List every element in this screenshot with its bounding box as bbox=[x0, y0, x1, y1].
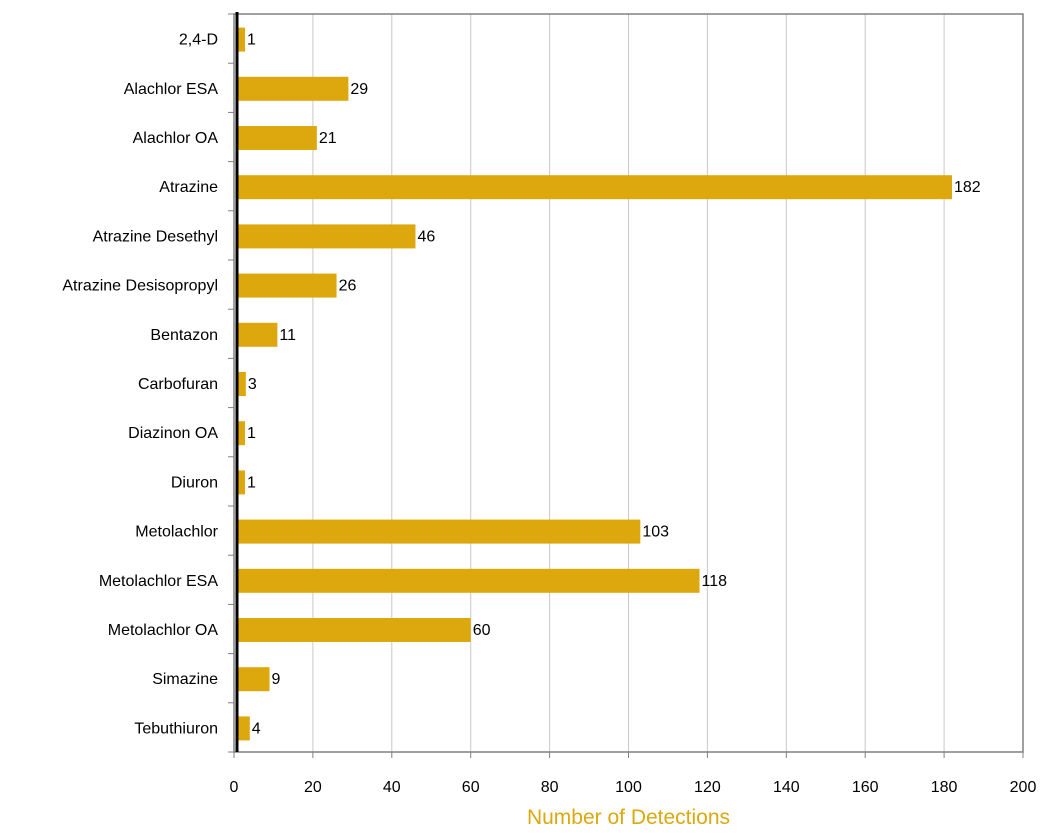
category-label-5: Atrazine Desisopropyl bbox=[62, 278, 218, 295]
data-label-14: 4 bbox=[252, 720, 261, 737]
x-tick-label-0: 0 bbox=[230, 779, 239, 796]
category-label-12: Metolachlor OA bbox=[108, 622, 219, 639]
bars bbox=[237, 27, 952, 741]
bar-3 bbox=[237, 175, 952, 200]
data-label-11: 118 bbox=[702, 573, 728, 590]
data-label-8: 1 bbox=[247, 425, 256, 442]
data-label-0: 1 bbox=[247, 32, 256, 49]
bar-9 bbox=[237, 470, 245, 495]
category-label-4: Atrazine Desethyl bbox=[93, 228, 218, 245]
bar-2 bbox=[237, 126, 317, 150]
category-label-9: Diuron bbox=[171, 474, 218, 491]
data-label-1: 29 bbox=[350, 81, 368, 98]
data-label-7: 3 bbox=[248, 376, 257, 393]
labels: 1 2,4-D 29 Alachlor ESA 21 Alachlor OA 182 Atra… bbox=[62, 32, 1036, 829]
x-axis-title: Number of Detections bbox=[527, 806, 730, 829]
data-label-13: 9 bbox=[272, 671, 281, 688]
x-tick-label-180: 180 bbox=[931, 779, 958, 796]
data-label-12: 60 bbox=[473, 622, 491, 639]
category-label-7: Carbofuran bbox=[138, 376, 218, 393]
category-label-10: Metolachlor bbox=[135, 524, 218, 541]
category-label-11: Metolachlor ESA bbox=[99, 573, 218, 590]
data-label-5: 26 bbox=[339, 278, 357, 295]
bar-4 bbox=[237, 224, 416, 249]
x-tick-label-160: 160 bbox=[852, 779, 879, 796]
data-label-3: 182 bbox=[954, 179, 981, 196]
bar-10 bbox=[237, 519, 641, 544]
bar-6 bbox=[237, 322, 278, 347]
x-tick-label-60: 60 bbox=[462, 779, 480, 796]
x-tick-label-80: 80 bbox=[541, 779, 559, 796]
data-label-2: 21 bbox=[319, 130, 337, 147]
x-tick-label-40: 40 bbox=[383, 779, 401, 796]
bar-12 bbox=[237, 618, 471, 642]
bar-0 bbox=[237, 27, 245, 52]
bar-13 bbox=[237, 667, 270, 692]
data-label-6: 11 bbox=[279, 327, 296, 344]
x-tick-label-200: 200 bbox=[1010, 779, 1037, 796]
data-label-10: 103 bbox=[642, 524, 669, 541]
category-label-13: Simazine bbox=[152, 671, 218, 688]
category-label-0: 2,4-D bbox=[179, 32, 218, 49]
data-label-9: 1 bbox=[247, 474, 256, 491]
data-label-4: 46 bbox=[417, 228, 435, 245]
category-label-8: Diazinon OA bbox=[128, 425, 218, 442]
bar-8 bbox=[237, 421, 245, 446]
bar-7 bbox=[237, 372, 246, 396]
x-tick-label-100: 100 bbox=[615, 779, 642, 796]
bar-11 bbox=[237, 568, 700, 593]
x-tick-label-20: 20 bbox=[304, 779, 322, 796]
category-label-6: Bentazon bbox=[150, 327, 218, 344]
axes bbox=[228, 12, 1024, 758]
bar-14 bbox=[237, 716, 250, 741]
x-tick-label-120: 120 bbox=[694, 779, 721, 796]
gridlines bbox=[312, 14, 945, 752]
x-tick-label-140: 140 bbox=[773, 779, 800, 796]
category-label-14: Tebuthiuron bbox=[134, 720, 218, 737]
category-label-1: Alachlor ESA bbox=[124, 81, 219, 98]
bar-1 bbox=[237, 76, 349, 101]
bar-5 bbox=[237, 273, 337, 298]
category-label-3: Atrazine bbox=[159, 179, 218, 196]
category-label-2: Alachlor OA bbox=[133, 130, 219, 147]
